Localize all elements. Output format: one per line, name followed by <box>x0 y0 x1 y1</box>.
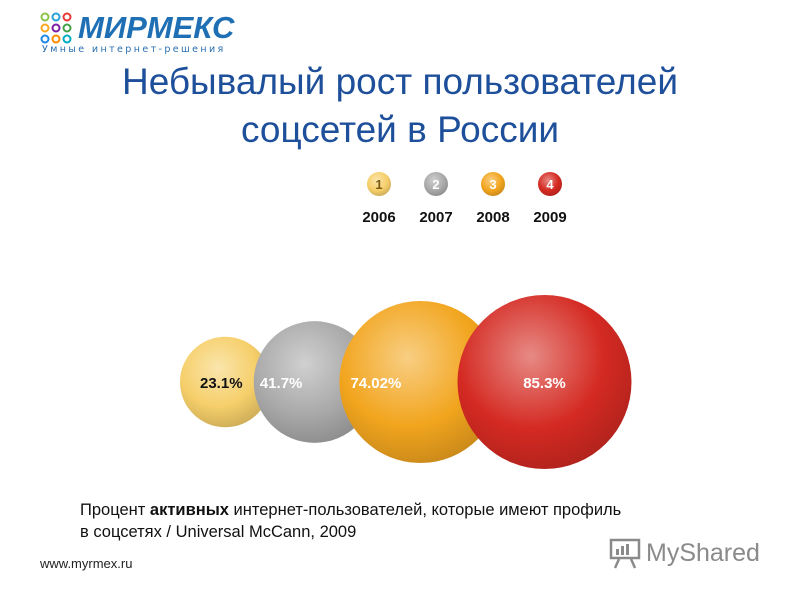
legend-label-2006: 2006 <box>362 209 395 226</box>
chart-caption: Процент активных интернет-пользователей,… <box>80 499 780 543</box>
bubble-2008 <box>339 300 502 464</box>
title-line-1: Небывалый рост пользователей <box>121 61 678 102</box>
legend-label-2007: 2007 <box>419 209 452 226</box>
chart-bubbles <box>180 295 632 469</box>
data-label-2009: 85.3% <box>523 375 566 392</box>
data-label-2006: 23.1% <box>200 375 243 392</box>
logo-name: МИРМЕКС <box>78 10 235 45</box>
legend-marker-2008 <box>481 172 505 196</box>
caption-rest: интернет-пользователей, которые имеют пр… <box>228 501 622 519</box>
caption-bold: активных <box>149 501 229 519</box>
presentation-icon <box>609 538 641 569</box>
bubble-chart: 1 2006 2 2007 3 2008 4 2009 23.1% 41.7% 74.02% 85.… <box>180 172 632 469</box>
footer-url[interactable]: www.myrmex.ru <box>40 556 133 571</box>
legend-marker-2009 <box>538 172 562 196</box>
watermark: MyShared <box>608 536 778 576</box>
caption-prefix: Процент <box>80 501 150 519</box>
legend-label-2009: 2009 <box>533 209 566 226</box>
logo: МИРМЕКС Умные интернет-решения <box>40 10 234 55</box>
bubble-2006 <box>180 336 271 428</box>
legend-number-2008: 3 <box>489 177 496 192</box>
caption-line-2: в соцсетях / Universal McCann, 2009 <box>80 523 357 541</box>
legend-marker-2006 <box>367 172 391 196</box>
logo-mark-icon <box>40 12 72 44</box>
legend-number-2009: 4 <box>546 177 554 192</box>
legend-marker-2007 <box>424 172 448 196</box>
caption-line-1: Процент активных интернет-пользователей,… <box>80 499 780 521</box>
legend-number-2007: 2 <box>432 177 439 192</box>
data-label-2007: 41.7% <box>260 375 303 392</box>
logo-tagline: Умные интернет-решения <box>42 44 226 55</box>
bubble-2007 <box>253 321 376 443</box>
data-label-2008: 74.02% <box>350 375 401 392</box>
chart-legend: 1 2006 2 2007 3 2008 4 2009 <box>362 172 567 226</box>
legend-label-2008: 2008 <box>476 209 509 226</box>
page-title: Небывалый рост пользователей соцсетей в … <box>0 58 800 154</box>
bubble-2009 <box>457 295 632 469</box>
title-line-2: соцсетей в России <box>240 109 560 150</box>
legend-number-2006: 1 <box>375 177 382 192</box>
watermark-text: MyShared <box>646 539 760 567</box>
chart-data-labels: 23.1% 41.7% 74.02% 85.3% <box>200 375 566 392</box>
